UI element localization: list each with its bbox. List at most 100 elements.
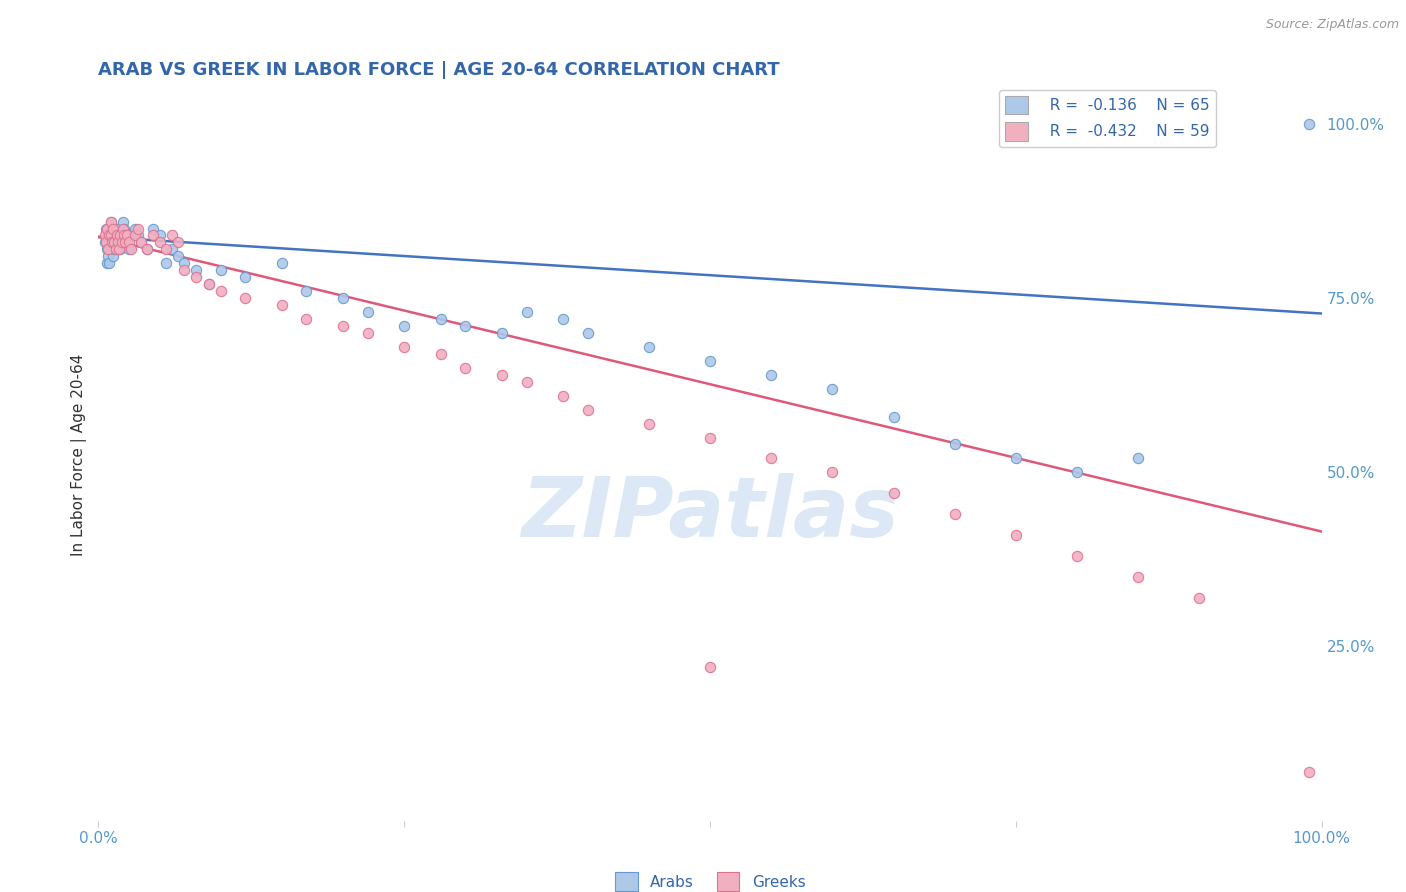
Point [160, 243, 183, 257]
Point [101, 249, 124, 263]
Point [115, 235, 138, 250]
Point [101, 221, 124, 235]
Point [107, 235, 129, 250]
Point [103, 243, 125, 257]
Point [111, 214, 134, 228]
Point [167, 235, 190, 250]
Point [233, 291, 256, 305]
Text: ZIPatlas: ZIPatlas [522, 473, 898, 554]
Point [101, 235, 124, 250]
Point [430, 347, 453, 361]
Point [699, 430, 721, 444]
Point [270, 298, 294, 312]
Point [103, 228, 125, 243]
Point [100, 243, 122, 257]
Point [167, 249, 190, 263]
Point [943, 507, 966, 521]
Point [129, 235, 152, 250]
Point [97, 228, 120, 243]
Point [173, 263, 195, 277]
Point [149, 235, 172, 250]
Point [821, 382, 844, 396]
Point [160, 228, 183, 243]
Point [129, 235, 152, 250]
Point [576, 402, 599, 417]
Legend: Arabs, Greeks: Arabs, Greeks [609, 866, 811, 892]
Point [270, 256, 294, 270]
Point [332, 319, 354, 334]
Point [491, 368, 513, 382]
Point [943, 437, 966, 451]
Point [115, 228, 138, 243]
Point [173, 256, 195, 270]
Point [699, 660, 721, 674]
Point [454, 360, 477, 375]
Point [197, 277, 219, 292]
Point [1298, 117, 1320, 131]
Point [104, 235, 127, 250]
Point [107, 228, 129, 243]
Point [761, 451, 783, 466]
Point [105, 243, 128, 257]
Point [93, 228, 115, 243]
Point [94, 221, 117, 235]
Point [101, 235, 124, 250]
Point [883, 409, 905, 424]
Point [1128, 570, 1150, 584]
Point [120, 243, 142, 257]
Point [108, 243, 131, 257]
Point [430, 312, 453, 326]
Point [638, 417, 661, 431]
Point [127, 228, 149, 243]
Point [96, 243, 118, 257]
Point [392, 319, 416, 334]
Point [295, 284, 318, 298]
Point [114, 235, 136, 250]
Point [94, 235, 117, 250]
Point [1066, 466, 1088, 480]
Point [155, 243, 177, 257]
Point [295, 312, 318, 326]
Point [101, 221, 124, 235]
Point [127, 221, 149, 235]
Point [233, 270, 256, 285]
Point [100, 214, 122, 228]
Point [576, 326, 599, 340]
Point [96, 221, 118, 235]
Point [120, 228, 142, 243]
Point [1188, 591, 1211, 605]
Text: ARAB VS GREEK IN LABOR FORCE | AGE 20-64 CORRELATION CHART: ARAB VS GREEK IN LABOR FORCE | AGE 20-64… [98, 62, 780, 79]
Point [454, 319, 477, 334]
Point [1128, 451, 1150, 466]
Point [186, 270, 208, 285]
Point [136, 243, 159, 257]
Point [515, 305, 537, 319]
Point [105, 221, 128, 235]
Point [197, 277, 219, 292]
Point [553, 389, 575, 403]
Point [110, 243, 132, 257]
Point [98, 256, 121, 270]
Point [93, 235, 115, 250]
Point [142, 221, 165, 235]
Point [112, 228, 135, 243]
Point [111, 235, 134, 250]
Point [108, 235, 131, 250]
Point [100, 214, 122, 228]
Point [821, 466, 844, 480]
Point [103, 235, 125, 250]
Point [491, 326, 513, 340]
Point [111, 221, 134, 235]
Point [699, 354, 721, 368]
Point [97, 243, 120, 257]
Point [96, 256, 118, 270]
Point [553, 312, 575, 326]
Point [98, 235, 121, 250]
Point [114, 228, 136, 243]
Point [98, 228, 121, 243]
Point [515, 375, 537, 389]
Point [100, 228, 122, 243]
Point [124, 221, 146, 235]
Point [209, 263, 232, 277]
Point [155, 256, 177, 270]
